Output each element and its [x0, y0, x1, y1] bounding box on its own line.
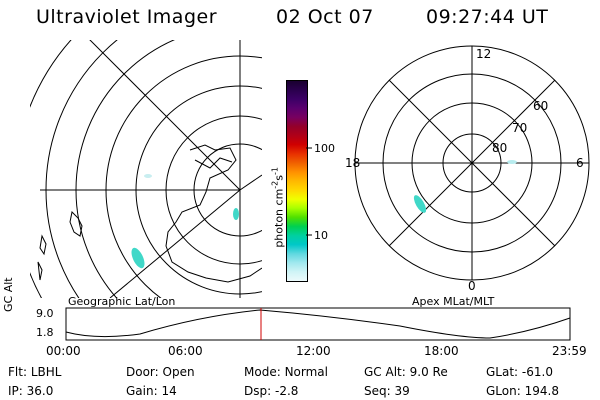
status-seq: Seq: 39: [364, 384, 410, 398]
left-map-title: Geographic Lat/Lon: [68, 295, 176, 308]
header-time: 09:27:44 UT: [426, 6, 549, 28]
mlt-label-18: 18: [345, 156, 360, 170]
instrument-title: Ultraviolet Imager: [36, 6, 218, 28]
colorbar-ticks: 100 10: [306, 142, 335, 242]
aurora-emission-polar: [413, 160, 517, 213]
status-mode: Mode: Normal: [244, 365, 328, 379]
right-map-title: Apex MLat/MLT: [412, 295, 495, 308]
x-tick-0600: 06:00: [168, 344, 203, 358]
altitude-plot: [65, 307, 571, 341]
status-dsp: Dsp: -2.8: [244, 384, 299, 398]
status-ip: IP: 36.0: [8, 384, 54, 398]
x-tick-2359: 23:59: [552, 344, 587, 358]
mlt-label-6: 6: [576, 156, 584, 170]
colorbar-tick-10: 10: [314, 229, 328, 242]
status-glon: GLon: 194.8: [486, 384, 559, 398]
x-tick-1800: 18:00: [424, 344, 459, 358]
status-door: Door: Open: [126, 365, 195, 379]
mlt-label-0: 0: [468, 279, 476, 293]
x-tick-0000: 00:00: [46, 344, 81, 358]
colorbar: [286, 80, 308, 282]
status-glat: GLat: -61.0: [486, 365, 553, 379]
x-tick-1200: 12:00: [296, 344, 331, 358]
mlat-label-60: 60: [533, 99, 548, 113]
header-date: 02 Oct 07: [276, 6, 374, 28]
status-flt: Flt: LBHL: [8, 365, 62, 379]
alt-tick-low: 1.8: [36, 326, 54, 339]
colorbar-tick-100: 100: [314, 142, 335, 155]
alt-tick-high: 9.0: [36, 307, 54, 320]
status-gain: Gain: 14: [126, 384, 177, 398]
mlat-label-70: 70: [512, 121, 527, 135]
mlat-label-80: 80: [492, 141, 507, 155]
aurora-emission: [131, 174, 239, 269]
status-gc-alt: GC Alt: 9.0 Re: [364, 365, 448, 379]
mlt-label-12: 12: [476, 47, 491, 61]
